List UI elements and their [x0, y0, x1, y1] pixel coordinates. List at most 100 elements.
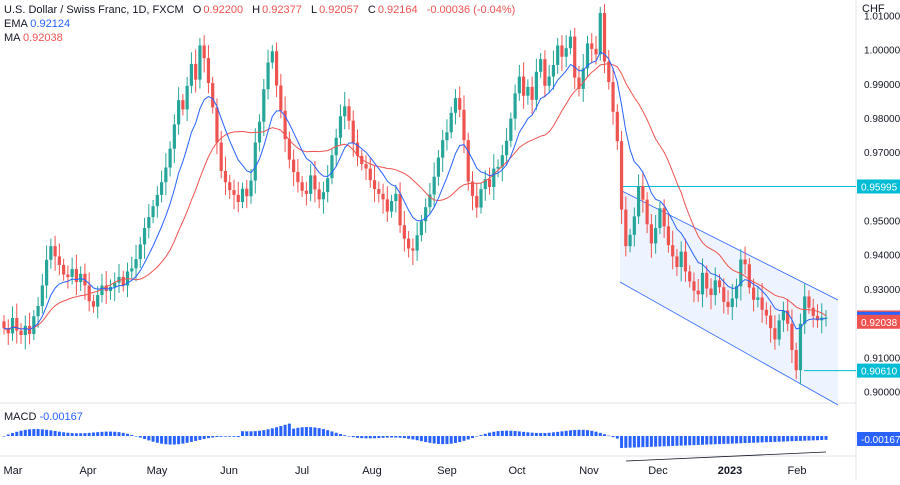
- candle-body: [620, 141, 623, 209]
- macd-bar: [258, 431, 261, 436]
- change-value: -0.00036 (-0.04%): [427, 4, 516, 16]
- candle-body: [611, 82, 614, 112]
- macd-bar: [100, 432, 103, 436]
- macd-label: MACD: [4, 411, 36, 423]
- candle-body: [347, 106, 350, 120]
- candle-body: [275, 51, 278, 85]
- y-tick-label: 1.00000: [864, 46, 900, 57]
- candle-body: [45, 260, 48, 286]
- candle-body: [543, 59, 546, 86]
- candle-body: [599, 13, 602, 54]
- macd-bar: [437, 436, 440, 444]
- macd-bar: [526, 432, 529, 436]
- macd-legend[interactable]: MACD -0.00167: [4, 411, 83, 423]
- candle-body: [548, 77, 551, 86]
- macd-bar: [198, 436, 201, 440]
- candle-body: [807, 296, 810, 307]
- candle-body: [173, 124, 176, 148]
- legend-row-ma[interactable]: MA 0.92038: [4, 31, 521, 45]
- macd-bar: [697, 436, 700, 445]
- candle-body: [394, 194, 397, 201]
- candle-body: [761, 297, 764, 309]
- macd-bar: [825, 436, 828, 440]
- candle-body: [403, 225, 406, 238]
- candle-body: [590, 43, 593, 48]
- macd-bar: [399, 436, 402, 438]
- candle-body: [535, 72, 538, 100]
- macd-bar: [113, 432, 116, 436]
- macd-bar: [505, 431, 508, 436]
- candle-body: [373, 180, 376, 189]
- macd-bar: [309, 427, 312, 436]
- candle-body: [569, 37, 572, 49]
- macd-bar: [616, 436, 619, 439]
- candle-body: [513, 93, 516, 118]
- macd-bar: [254, 431, 257, 436]
- candle-body: [531, 87, 534, 100]
- candle-body: [518, 77, 521, 94]
- macd-bar: [769, 436, 772, 442]
- candle-body: [313, 175, 316, 189]
- candle-body: [318, 189, 321, 199]
- macd-bar: [539, 433, 542, 436]
- macd-bar: [322, 429, 325, 436]
- candle-body: [309, 175, 312, 193]
- candle-body: [637, 186, 640, 216]
- macd-bar: [181, 436, 184, 444]
- candle-body: [71, 269, 74, 277]
- candle-body: [343, 106, 346, 116]
- macd-bar: [326, 430, 329, 436]
- legend-row-ema[interactable]: EMA 0.92124: [4, 17, 521, 31]
- candle-body: [194, 64, 197, 80]
- symbol-title[interactable]: U.S. Dollar / Swiss Franc, 1D, FXCM: [4, 4, 184, 16]
- candle-body: [326, 178, 329, 192]
- y-tick-label: 0.91000: [864, 353, 900, 364]
- candle-body: [697, 291, 700, 295]
- candle-body: [322, 192, 325, 199]
- macd-bar: [586, 430, 589, 436]
- candle-body: [266, 63, 269, 90]
- macd-bar: [390, 436, 393, 438]
- x-tick-label: Jul: [295, 465, 309, 477]
- candle-body: [743, 259, 746, 264]
- ema-label: EMA: [4, 18, 27, 30]
- macd-bar: [658, 436, 661, 446]
- macd-bar: [744, 436, 747, 443]
- open-label: O: [193, 4, 202, 16]
- candle-body: [799, 324, 802, 370]
- candle-body: [386, 199, 389, 211]
- candle-body: [305, 191, 308, 194]
- candle-body: [66, 275, 69, 277]
- candle-body: [62, 265, 65, 275]
- macd-bar: [569, 430, 572, 436]
- candle-body: [654, 228, 657, 243]
- macd-bar: [228, 436, 231, 437]
- candle-body: [582, 68, 585, 89]
- macd-bar: [207, 436, 210, 438]
- candle-body: [49, 246, 52, 260]
- macd-bar: [488, 433, 491, 436]
- low-value: 0.92057: [319, 4, 359, 16]
- macd-bar: [130, 435, 133, 436]
- macd-bar: [514, 431, 517, 436]
- macd-bar: [735, 436, 738, 443]
- macd-bar: [11, 433, 14, 436]
- macd-bar: [109, 432, 112, 436]
- macd-bar: [164, 436, 167, 444]
- macd-bar: [761, 436, 764, 442]
- macd-bar: [531, 433, 534, 436]
- macd-bar: [275, 427, 278, 436]
- candle-body: [156, 195, 159, 206]
- macd-bar: [667, 436, 670, 446]
- candle-body: [160, 182, 163, 195]
- macd-tag-label: -0.00167: [861, 435, 900, 446]
- candle-body: [565, 48, 568, 57]
- macd-bar: [424, 436, 427, 442]
- candle-body: [364, 164, 367, 168]
- candle-body: [765, 310, 768, 316]
- candle-body: [134, 259, 137, 268]
- candle-body: [262, 89, 265, 121]
- macd-bar: [565, 431, 568, 436]
